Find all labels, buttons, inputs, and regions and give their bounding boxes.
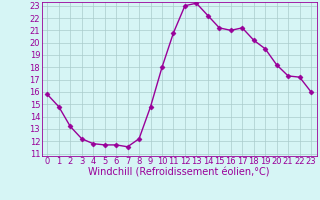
X-axis label: Windchill (Refroidissement éolien,°C): Windchill (Refroidissement éolien,°C) [88, 168, 270, 178]
